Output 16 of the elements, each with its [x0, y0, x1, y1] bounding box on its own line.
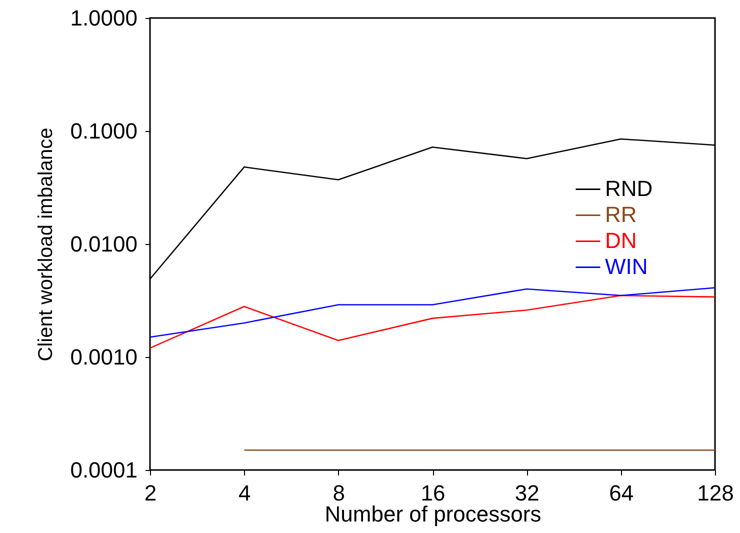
- x-tick-label: 4: [238, 480, 251, 506]
- x-tick-label: 64: [609, 480, 634, 506]
- legend-label: WIN: [605, 254, 648, 280]
- x-tick-label: 128: [697, 480, 734, 506]
- y-axis-title: Client workload imbalance: [35, 128, 58, 362]
- y-tick-label: 1.0000: [70, 6, 138, 30]
- y-tick-label: 0.0001: [70, 458, 138, 482]
- legend-label: RR: [605, 202, 637, 228]
- x-tick-label: 2: [144, 480, 157, 506]
- legend-label: RND: [605, 176, 653, 202]
- y-tick-label: 0.0010: [70, 344, 138, 370]
- y-tick-label: 0.0100: [70, 232, 138, 256]
- line-series: [149, 287, 716, 338]
- y-tick-label: 0.1000: [70, 118, 138, 144]
- legend-label: DN: [605, 228, 637, 254]
- line-series: [149, 294, 716, 349]
